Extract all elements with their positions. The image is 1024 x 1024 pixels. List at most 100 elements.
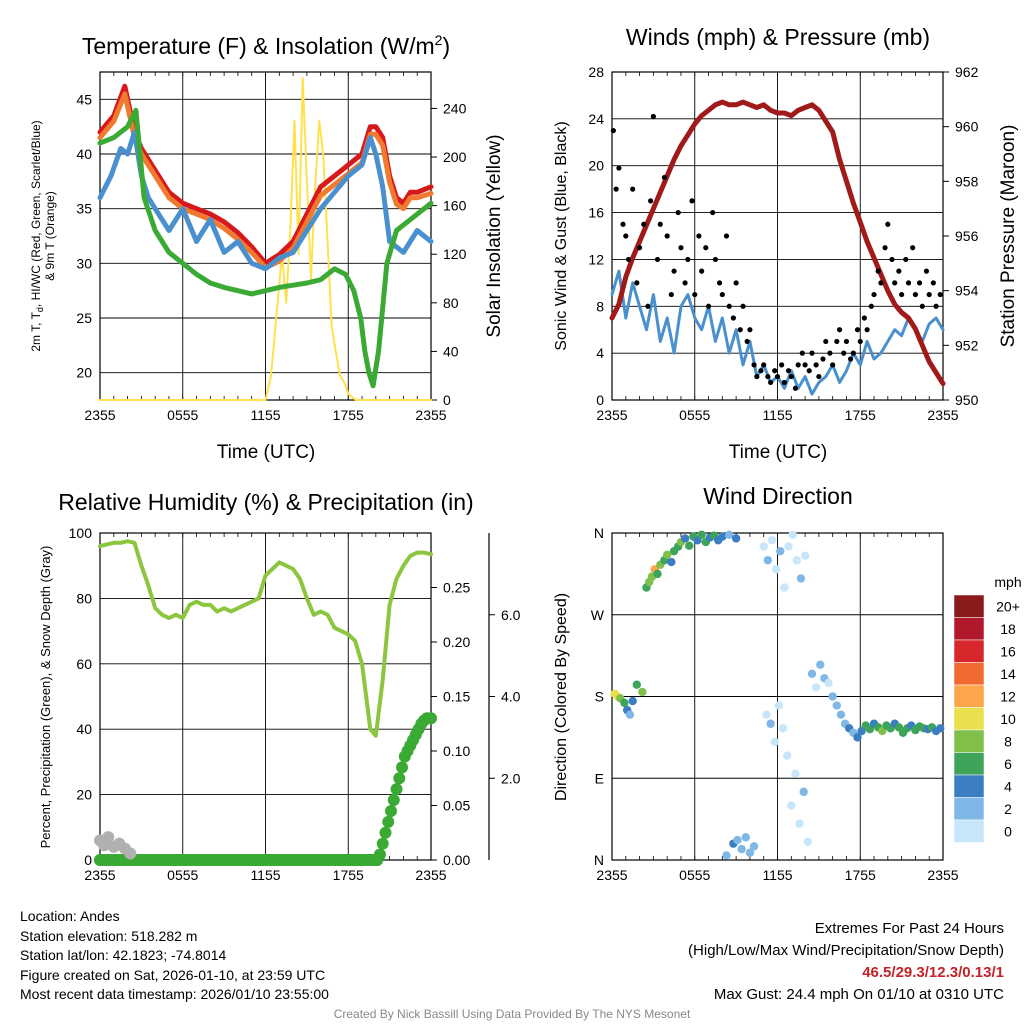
colorbar-swatch: [953, 729, 985, 753]
wind-xlabel: Time (UTC): [729, 442, 828, 463]
wind-ytick-label: 12: [588, 251, 604, 267]
gust-point: [705, 303, 712, 309]
gust-point: [726, 303, 732, 309]
direction-point: [667, 557, 676, 567]
gust-point: [682, 280, 688, 286]
gust-point: [758, 368, 764, 374]
rh-xtick-label: 0555: [167, 867, 198, 883]
gust-point: [650, 113, 656, 120]
gust-point: [737, 327, 743, 333]
direction-point: [762, 710, 771, 719]
direction-point: [816, 660, 825, 669]
direction-point: [784, 542, 793, 551]
gust-point: [813, 362, 819, 368]
gust-point: [779, 362, 785, 368]
gust-point: [889, 256, 895, 263]
dir-xtick-label: 2355: [927, 867, 958, 883]
gust-point: [878, 280, 884, 286]
direction-point: [832, 701, 842, 710]
direction-point: [628, 696, 637, 706]
direction-point: [936, 724, 945, 733]
dir-ytick-label: W: [591, 607, 605, 623]
gust-point: [689, 198, 695, 204]
extremes-subheading: (High/Low/Max Wind/Precipitation/Snow De…: [688, 942, 1004, 959]
precip-point: [376, 837, 389, 850]
gust-point: [850, 350, 856, 356]
gust-point: [636, 245, 643, 251]
gust-point: [641, 221, 647, 227]
direction-point: [800, 551, 810, 560]
rh-panel: Relative Humidity (%) & Precipitation (i…: [38, 489, 521, 883]
wind-series-maroon: [609, 99, 946, 387]
gust-point: [912, 291, 919, 298]
rh-xtick-label: 1755: [333, 867, 364, 883]
wind-ytick-label: 4: [596, 345, 604, 361]
rh-xtick-label: 2355: [415, 867, 446, 883]
gust-point: [768, 379, 774, 386]
station-location: Location: Andes: [20, 908, 120, 924]
gust-point: [703, 245, 709, 251]
gust-point: [630, 186, 636, 192]
direction-point: [766, 719, 775, 728]
colorbar-swatch: [953, 639, 985, 663]
temp-y2tick-label: 0: [443, 392, 451, 408]
gust-point: [781, 379, 787, 386]
gust-point: [747, 327, 753, 333]
direction-point: [780, 583, 789, 592]
gust-point: [885, 221, 891, 227]
rh-xtick-label: 1155: [250, 867, 280, 883]
dir-xtick-label: 0555: [679, 867, 710, 883]
colorbar-swatch: [953, 752, 985, 776]
gust-point: [899, 291, 905, 298]
gust-point: [788, 373, 794, 380]
temp-xtick-label: 1755: [333, 407, 364, 423]
colorbar-label: 16: [1000, 643, 1016, 659]
snow-point: [124, 847, 137, 860]
colorbar-label: 10: [1000, 711, 1016, 727]
direction-point: [807, 669, 817, 678]
pressure-ylabel: Station Pressure (Maroon): [998, 125, 1019, 348]
direction-point: [787, 801, 796, 810]
precip-point: [387, 794, 400, 807]
direction-point: [680, 534, 690, 543]
gust-point: [668, 291, 674, 298]
colorbar-swatch: [953, 707, 985, 731]
direction-point: [770, 737, 779, 747]
rh-y2tick-label: 0.05: [443, 798, 470, 814]
colorbar-label: 2: [1004, 801, 1012, 817]
precip-point: [425, 712, 437, 725]
wind-y2tick-label: 958: [955, 173, 979, 189]
direction-point: [803, 837, 813, 847]
direction-point: [759, 542, 768, 551]
temp-ytick-label: 20: [76, 365, 92, 381]
station-latlon: Station lat/lon: 42.1823; -74.8014: [20, 947, 227, 963]
dir-xtick-label: 2355: [596, 867, 627, 883]
temp-y2tick-label: 200: [443, 149, 467, 165]
gust-point: [654, 256, 661, 263]
temperature-panel: Temperature (F) & Insolation (W/m2) Time…: [29, 32, 505, 463]
wind-ytick-label: 24: [588, 111, 604, 127]
direction-point: [796, 574, 806, 583]
rh-xtick-label: 2355: [84, 867, 115, 883]
temperature-ylabel-line2: & 9m T (Orange): [43, 191, 57, 281]
direction-point: [731, 534, 741, 543]
gust-point: [834, 338, 840, 345]
direction-point: [638, 687, 647, 697]
gust-point: [774, 373, 781, 380]
gust-point: [926, 291, 932, 298]
gust-point: [923, 268, 930, 274]
direction-title: Wind Direction: [703, 483, 853, 509]
snow-axis-label: 6.0: [501, 607, 521, 623]
gust-point: [937, 291, 943, 298]
rh-y2tick-label: 0.10: [443, 743, 470, 759]
temp-series-green: [97, 107, 434, 389]
colorbar-label: 12: [1000, 688, 1016, 704]
gust-point: [657, 221, 663, 227]
temp-ytick-label: 40: [76, 146, 92, 162]
dir-xtick-label: 1155: [762, 867, 792, 883]
colorbar-label: 0: [1004, 823, 1012, 839]
gust-point: [685, 256, 691, 263]
snow-point: [102, 831, 115, 844]
dir-xtick-label: 1755: [845, 867, 876, 883]
gust-point: [875, 268, 881, 274]
